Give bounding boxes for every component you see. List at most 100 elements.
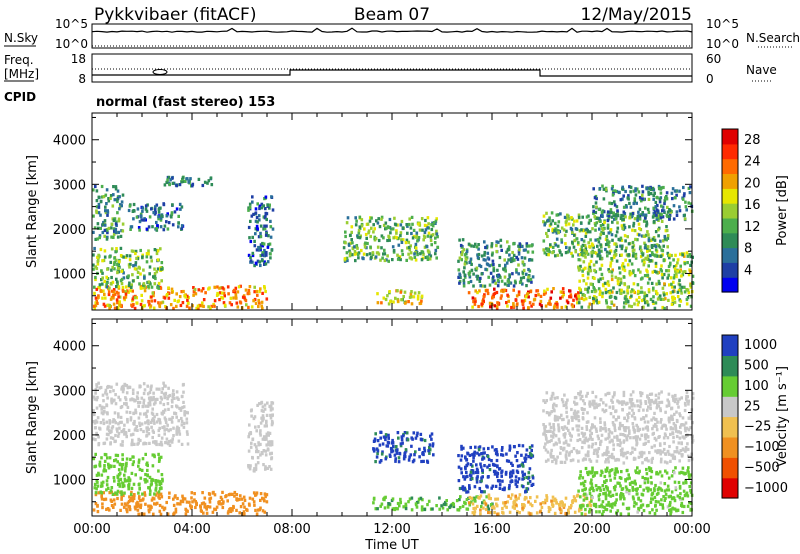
range-cell bbox=[595, 251, 598, 255]
range-cell bbox=[226, 511, 230, 515]
range-cell bbox=[600, 230, 603, 235]
range-cell bbox=[111, 420, 114, 424]
range-cell bbox=[153, 212, 157, 216]
range-cell bbox=[588, 265, 592, 269]
range-cell bbox=[167, 429, 170, 433]
range-cell bbox=[109, 196, 112, 200]
range-cell bbox=[675, 397, 678, 401]
range-cell bbox=[189, 177, 192, 181]
range-cell bbox=[160, 397, 163, 401]
range-cell bbox=[489, 511, 492, 515]
range-cell bbox=[653, 238, 657, 242]
range-cell bbox=[621, 197, 624, 201]
range-cell bbox=[603, 220, 606, 225]
range-cell bbox=[551, 459, 554, 464]
range-cell bbox=[608, 269, 611, 274]
range-cell bbox=[116, 429, 119, 433]
range-cell bbox=[100, 473, 104, 477]
range-cell bbox=[582, 399, 585, 403]
range-cell bbox=[475, 266, 479, 270]
range-cell bbox=[258, 402, 261, 406]
range-cell bbox=[226, 499, 229, 503]
range-cell bbox=[666, 214, 669, 219]
range-cell bbox=[109, 441, 112, 445]
range-cell bbox=[655, 282, 658, 286]
range-cell bbox=[417, 236, 421, 240]
range-cell bbox=[403, 452, 406, 456]
range-cell bbox=[593, 406, 596, 410]
range-cell bbox=[152, 418, 156, 423]
range-cell bbox=[501, 453, 505, 457]
range-cell bbox=[651, 492, 654, 496]
range-cell bbox=[585, 215, 589, 219]
range-cell bbox=[554, 498, 558, 503]
range-cell bbox=[552, 306, 556, 310]
range-cell bbox=[100, 456, 103, 460]
range-cell bbox=[419, 496, 423, 500]
range-cell bbox=[628, 201, 631, 205]
range-cell bbox=[662, 423, 666, 427]
range-cell bbox=[171, 203, 174, 207]
range-cell bbox=[624, 295, 627, 299]
range-cell bbox=[622, 265, 626, 269]
range-cell bbox=[167, 395, 170, 399]
range-cell bbox=[418, 228, 422, 232]
range-cell bbox=[648, 248, 652, 252]
range-cell bbox=[613, 435, 616, 439]
range-cell bbox=[471, 305, 474, 309]
range-cell bbox=[144, 204, 148, 208]
range-cell bbox=[94, 426, 97, 430]
range-cell bbox=[399, 223, 403, 227]
range-cell bbox=[185, 421, 189, 425]
range-cell bbox=[662, 244, 665, 248]
range-cell bbox=[621, 433, 625, 437]
range-cell bbox=[464, 502, 467, 506]
range-cell bbox=[121, 193, 125, 197]
range-cell bbox=[517, 252, 521, 256]
range-cell bbox=[649, 192, 653, 196]
range-cell bbox=[459, 467, 463, 471]
range-cell bbox=[572, 495, 576, 499]
range-cell bbox=[177, 225, 180, 229]
range-cell bbox=[267, 440, 270, 444]
range-cell bbox=[132, 264, 135, 268]
range-cell bbox=[636, 291, 640, 296]
range-cell bbox=[548, 413, 551, 417]
range-cell bbox=[431, 507, 434, 511]
range-cell bbox=[253, 239, 256, 243]
range-cell bbox=[271, 407, 274, 411]
range-cell bbox=[618, 443, 622, 448]
range-cell bbox=[103, 464, 106, 468]
range-cell bbox=[495, 458, 499, 463]
range-cell bbox=[249, 445, 253, 449]
range-cell bbox=[213, 299, 217, 303]
range-cell bbox=[495, 249, 498, 254]
range-cell bbox=[682, 270, 685, 274]
range-cell bbox=[192, 293, 195, 297]
range-cell bbox=[629, 436, 632, 440]
range-cell bbox=[616, 226, 620, 230]
range-cell bbox=[635, 437, 638, 441]
range-cell bbox=[506, 500, 509, 504]
range-cell bbox=[419, 437, 423, 441]
range-cell bbox=[618, 288, 622, 292]
range-cell bbox=[599, 428, 602, 432]
range-cell bbox=[141, 253, 144, 257]
range-cell bbox=[501, 446, 504, 450]
range-cell bbox=[461, 238, 465, 242]
range-cell bbox=[463, 262, 467, 266]
range-cell bbox=[676, 295, 680, 299]
range-cell bbox=[395, 231, 398, 235]
range-cell bbox=[647, 192, 651, 196]
range-cell bbox=[220, 291, 224, 295]
range-cell bbox=[524, 248, 527, 252]
range-cell bbox=[267, 234, 270, 238]
range-cell bbox=[515, 484, 519, 489]
range-cell bbox=[632, 456, 636, 460]
range-cell bbox=[626, 263, 630, 267]
range-cell bbox=[545, 496, 549, 500]
range-cell bbox=[647, 397, 650, 401]
range-cell bbox=[609, 306, 612, 310]
range-cell bbox=[128, 385, 131, 389]
range-cell bbox=[158, 480, 161, 484]
